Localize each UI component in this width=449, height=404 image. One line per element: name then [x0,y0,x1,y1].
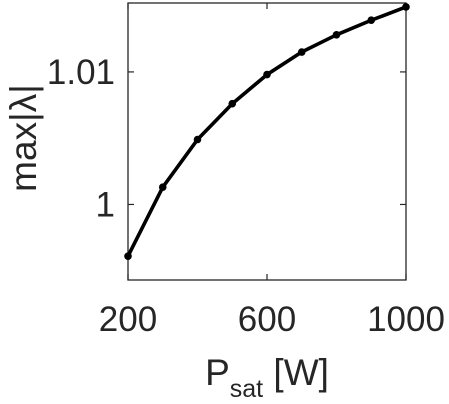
plot-axes-box [127,2,407,281]
data-point-marker [263,70,271,79]
data-point-marker [124,252,132,260]
tick-labels: 200 600 1000 1 1.01 [47,53,445,339]
data-point-marker [332,31,341,39]
x-tick-label: 600 [238,300,296,339]
x-axis-label-subscript: sat [230,375,263,403]
data-point-marker [228,99,237,108]
x-axis-label-main: P [205,352,230,393]
x-tick-label: 200 [99,300,157,339]
y-tick-label: 1 [96,185,115,224]
x-tick-label: 1000 [367,300,445,339]
axis-ticks [127,3,407,280]
data-point-marker [193,135,202,144]
data-series [124,3,410,260]
data-point-marker [158,183,167,192]
x-axis-label-unit: [W] [263,352,329,393]
data-point-marker [402,3,410,11]
y-axis-label: max|λ| [3,84,44,192]
x-axis-label: Psat [W] [205,352,329,403]
y-tick-label: 1.01 [47,53,115,92]
series-line [126,5,408,258]
data-point-marker [297,48,306,56]
data-point-marker [367,16,376,25]
axes-frame [127,2,407,281]
